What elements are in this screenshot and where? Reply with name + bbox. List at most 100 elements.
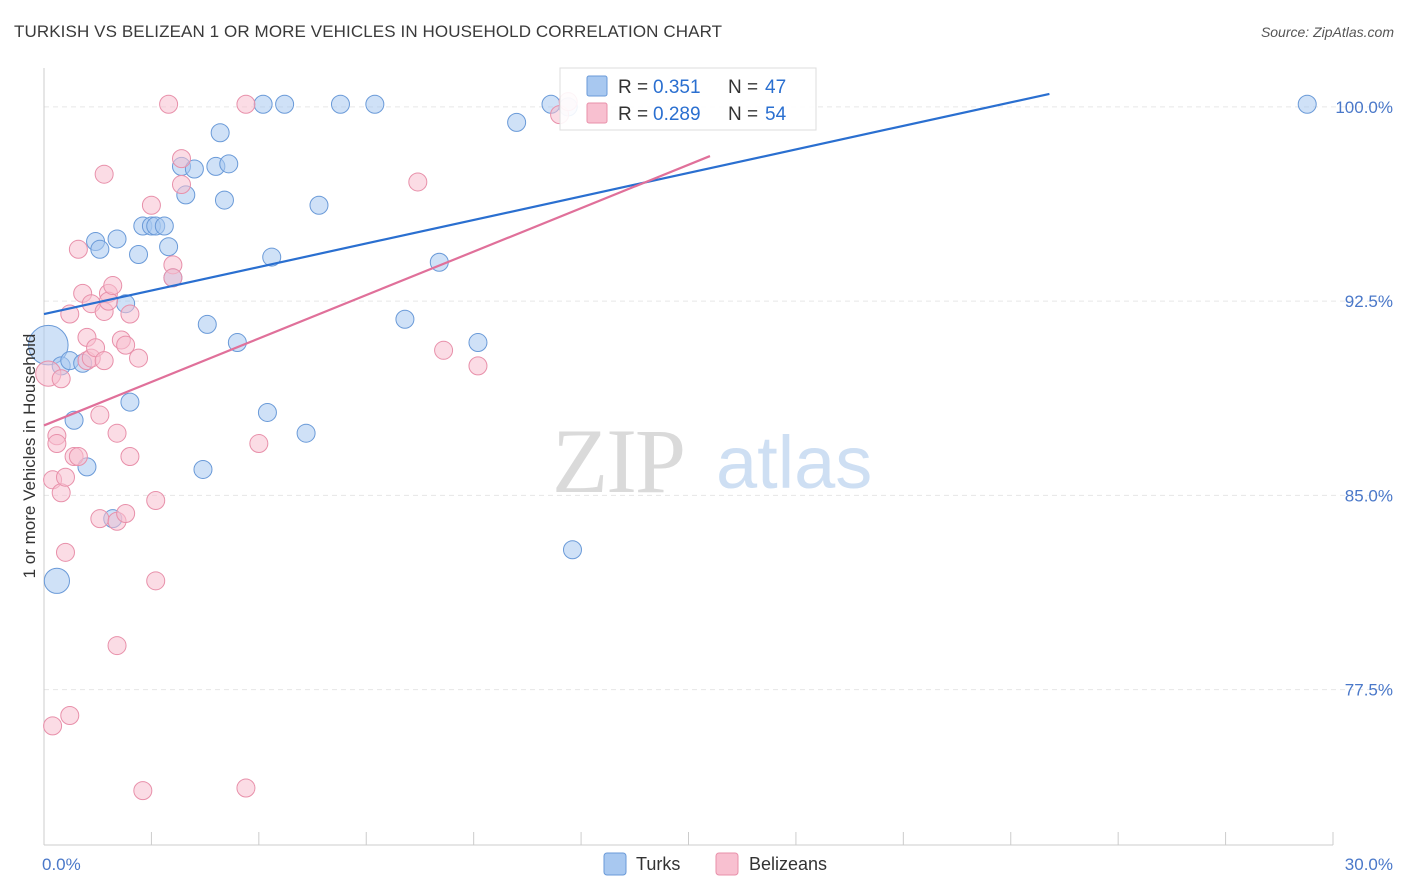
x-tick-label: 0.0% [42,855,81,874]
stats-legend-row-belizeans: R = 0.289 N = 54 [586,102,787,125]
belizeans-point [90,509,110,529]
x-tick-label: 30.0% [1345,855,1393,874]
belizeans-point [236,778,256,798]
turks-point [275,94,295,114]
belizeans-swatch [586,102,608,124]
belizeans-point [171,149,191,169]
belizeans-point [90,405,110,425]
chart-source: Source: ZipAtlas.com [1260,24,1394,40]
turks-swatch [586,75,608,97]
belizeans-point [60,706,80,725]
data-points [27,92,1317,801]
belizeans-point [47,434,67,454]
turks-point [257,402,277,422]
belizeans-n-value: 54 [765,104,787,125]
belizeans-trend-line [43,155,711,427]
stats-legend-row-turks: R = 0.351 N = 47 [586,75,786,98]
belizeans-point [55,542,75,562]
stats-legend: R = 0.351 N = 47 R = 0.289 N = 54 [559,67,817,131]
belizeans-point [68,447,88,466]
belizeans-point [107,423,127,443]
x-tick-labels: 0.0% 30.0% [42,855,1393,874]
legend-belizeans-label: Belizeans [749,854,827,874]
belizeans-point [116,503,136,523]
turks-r-value: 0.351 [653,77,701,98]
trend-lines [43,92,1050,427]
y-tick-label: 85.0% [1345,486,1393,505]
y-axis-title: 1 or more Vehicles in Household [20,334,39,579]
belizeans-point [94,351,114,371]
y-tick-label: 92.5% [1345,292,1393,311]
belizeans-point [171,175,191,195]
turks-point [214,190,234,210]
belizeans-point [51,369,71,389]
turks-r-label: R = [618,77,648,98]
belizeans-point [68,239,88,259]
belizeans-point [120,447,140,466]
turks-point [365,94,385,114]
y-tick-labels: 100.0% 92.5% 85.0% 77.5% [1335,98,1393,700]
belizeans-point [159,94,179,114]
legend-item-belizeans[interactable]: Belizeans [715,852,827,876]
turks-point [262,247,282,267]
turks-point [43,567,70,594]
belizeans-point [94,164,114,184]
turks-point [296,423,316,443]
belizeans-point [146,571,166,591]
legend-turks-label: Turks [636,854,680,874]
axes [43,68,1333,846]
turks-trend-line [43,92,1050,316]
chart-title: TURKISH VS BELIZEAN 1 OR MORE VEHICLES I… [14,22,723,41]
turks-point [219,154,239,174]
x-ticks [150,832,1334,845]
bottom-legend: Turks Belizeans [603,852,827,876]
belizeans-point [120,304,140,324]
series-turks [27,94,1317,594]
y-tick-label: 100.0% [1335,98,1393,117]
turks-n-value: 47 [765,77,786,98]
belizeans-point [408,172,428,192]
turks-point [154,216,174,236]
legend-item-turks[interactable]: Turks [603,852,680,876]
turks-n-label: N = [728,77,758,98]
turks-point [197,314,217,334]
turks-point [210,123,230,143]
belizeans-point [249,434,269,454]
belizeans-r-value: 0.289 [653,104,701,125]
belizeans-n-label: N = [728,104,758,125]
turks-point [395,309,415,329]
turks-point [129,244,149,264]
gridlines [44,106,1392,691]
series-belizeans [35,92,578,801]
legend-belizeans-swatch [715,852,739,876]
turks-point [159,237,179,257]
y-tick-label: 77.5% [1345,681,1393,700]
turks-point [330,94,350,114]
belizeans-point [236,94,256,114]
belizeans-r-label: R = [618,104,648,125]
turks-point [562,540,582,560]
turks-point [507,112,527,132]
watermark-zip: ZIP [552,410,684,512]
belizeans-point [133,781,153,801]
turks-point [468,333,488,353]
belizeans-point [107,636,127,656]
turks-point [193,459,213,479]
belizeans-point [146,491,166,511]
turks-point [120,392,140,412]
turks-point [309,195,329,215]
belizeans-point [434,340,454,360]
belizeans-point [141,195,161,215]
belizeans-point [43,716,63,736]
legend-turks-swatch [603,852,627,876]
belizeans-point [129,348,149,368]
belizeans-point [55,467,75,487]
belizeans-point [468,356,488,376]
turks-point [184,159,204,179]
watermark-atlas: atlas [716,421,872,504]
watermark: ZIP atlas [552,410,872,512]
turks-point [107,229,127,249]
turks-point [90,239,110,259]
belizeans-point [116,335,136,355]
